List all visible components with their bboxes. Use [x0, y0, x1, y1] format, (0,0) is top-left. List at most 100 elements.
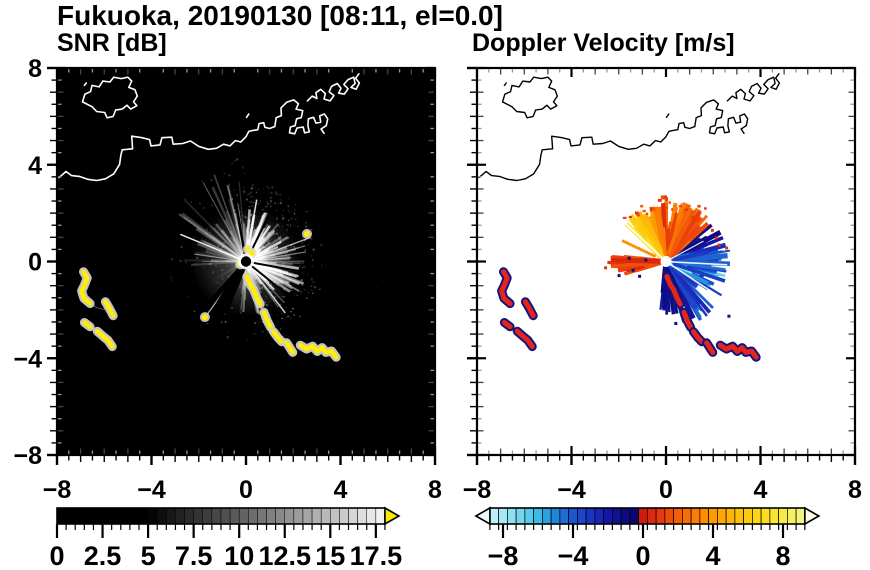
noise-speckle	[294, 218, 297, 220]
noise-speckle	[138, 257, 139, 259]
navy-speck	[674, 322, 678, 325]
colorbar-tick-label: 15	[315, 541, 345, 570]
snr-streak	[253, 255, 291, 262]
noise-speckle	[279, 198, 282, 201]
noise-speckle	[251, 205, 254, 208]
colorbar-cell	[211, 507, 222, 525]
radar-site-dot	[660, 256, 672, 267]
echo-core	[522, 299, 536, 319]
dotted-ray-dot	[634, 245, 638, 249]
noise-speckle	[171, 258, 173, 260]
noise-speckle	[302, 265, 304, 268]
noise-speckle	[257, 203, 260, 205]
noise-speckle	[301, 241, 304, 244]
fan-outer-dot	[635, 211, 639, 215]
noise-speckle	[75, 68, 77, 70]
x-tick-label: 8	[848, 476, 862, 504]
noise-speckle	[227, 332, 230, 334]
noise-speckle	[224, 320, 227, 323]
navy-speck	[617, 274, 621, 278]
noise-speckle	[306, 273, 309, 276]
noise-speckle	[310, 290, 313, 291]
noise-speckle	[221, 331, 223, 333]
snr-streak	[184, 199, 242, 257]
fan-outer-dot	[685, 208, 689, 211]
dotted-ray-dot	[629, 243, 633, 247]
dotted-ray-dot	[626, 242, 631, 246]
echo-core	[690, 329, 705, 345]
noise-speckle	[252, 202, 255, 204]
noise-speckle	[423, 446, 425, 448]
colorbar-cell	[93, 507, 103, 525]
noise-speckle	[381, 384, 383, 386]
noise-speckle	[298, 284, 300, 287]
noise-speckle	[426, 335, 428, 337]
colorbar-cell	[166, 507, 176, 525]
noise-speckle	[284, 216, 286, 218]
noise-speckle	[307, 289, 309, 291]
doppler-spike	[671, 260, 726, 272]
fan-outer-dot	[668, 201, 671, 204]
noise-speckle	[168, 257, 170, 259]
colorbar-tick-label: 17.5	[350, 541, 403, 570]
noise-speckle	[238, 205, 240, 207]
snr-streak	[251, 262, 301, 285]
snr-streak	[202, 182, 243, 256]
colorbar-tick-label: 10	[224, 541, 254, 570]
noise-speckle	[296, 233, 299, 235]
noise-speckle	[287, 315, 290, 317]
snr-streak	[250, 260, 302, 264]
noise-speckle	[210, 179, 213, 182]
noise-speckle	[306, 297, 308, 300]
noise-speckle	[233, 189, 236, 191]
snr-streak	[251, 240, 282, 260]
doppler-spike	[610, 257, 661, 264]
noise-speckle	[300, 293, 302, 296]
noise-speckle	[362, 250, 364, 252]
x-tick-label: 4	[334, 476, 348, 504]
noise-speckle	[106, 356, 108, 358]
noise-speckle	[296, 225, 299, 227]
noise-speckle	[62, 360, 64, 362]
doppler-spike	[667, 223, 681, 255]
x-tick-label: −4	[137, 476, 166, 504]
noise-speckle	[214, 158, 215, 160]
noise-speckle	[250, 196, 253, 198]
dotted-ray-dot	[642, 249, 646, 253]
noise-speckle	[270, 314, 273, 316]
x-tick-label: −4	[557, 476, 586, 504]
x-tick-label: −8	[463, 476, 492, 504]
noise-speckle	[298, 175, 300, 177]
noise-speckle	[392, 152, 394, 154]
colorbar-cell	[330, 507, 340, 525]
noise-speckle	[341, 291, 342, 293]
noise-speckle	[312, 259, 314, 261]
noise-speckle	[296, 294, 298, 296]
colorbar-cell	[129, 507, 140, 525]
colorbar-cell	[147, 507, 158, 525]
noise-speckle	[303, 266, 305, 268]
snr-plot-area	[57, 68, 435, 453]
noise-speckle	[311, 285, 312, 287]
noise-speckle	[294, 209, 296, 212]
snr-streak	[209, 224, 244, 259]
noise-speckle	[270, 343, 272, 345]
noise-speckle	[267, 331, 269, 333]
echo-core	[681, 309, 694, 330]
noise-speckle	[300, 291, 303, 293]
noise-speckle	[65, 189, 67, 191]
axes-panel-0: −8 −4 0 4 8 8 4 0 −4 −8	[13, 55, 442, 504]
noise-speckle	[302, 244, 304, 247]
coastline-promontory_dot	[665, 113, 670, 118]
dotted-ray-dot	[647, 251, 651, 255]
snr-streak	[211, 186, 245, 257]
noise-speckle	[422, 254, 423, 255]
noise-speckle	[281, 199, 284, 202]
noise-speckle	[193, 236, 196, 238]
snr-streak	[210, 259, 240, 263]
noise-speckle	[179, 260, 182, 262]
noise-speckle	[257, 189, 260, 191]
noise-speckle	[102, 193, 104, 195]
colorbar-cell	[498, 507, 508, 525]
noise-speckle	[332, 306, 334, 308]
